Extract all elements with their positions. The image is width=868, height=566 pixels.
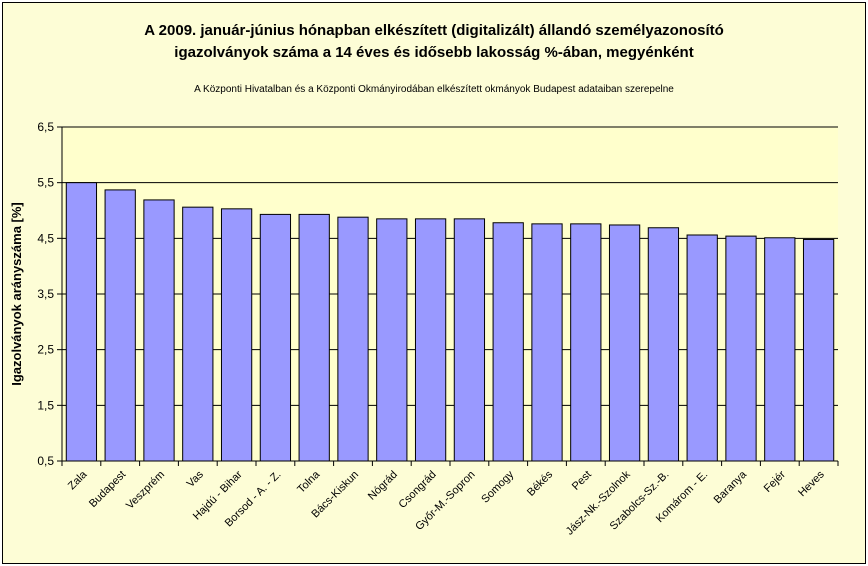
y-tick-label: 0,5 <box>37 454 54 468</box>
x-tick-label: Vas <box>185 468 207 490</box>
bar <box>492 222 524 462</box>
x-tick-label: Budapest <box>87 469 128 510</box>
bar <box>608 224 641 462</box>
y-tick-label: 5,5 <box>37 176 54 190</box>
bar <box>182 206 214 462</box>
x-tick-label: Nógrád <box>366 469 400 503</box>
chart-title-line-1: A 2009. január-június hónapban elkészíte… <box>144 22 724 39</box>
y-tick-label: 2,5 <box>37 343 54 357</box>
bar <box>531 223 563 462</box>
bar <box>298 213 330 462</box>
x-tick-label: Heves <box>796 468 827 499</box>
bar <box>143 199 175 462</box>
chart-subtitle: A Központi Hivatalban és a Központi Okmá… <box>194 84 674 95</box>
x-tick-label: Pest <box>570 469 594 493</box>
x-tick-label: Baranya <box>712 468 750 506</box>
y-tick-label: 4,5 <box>37 231 54 245</box>
bar <box>647 227 680 462</box>
bar <box>220 208 253 462</box>
bar <box>725 235 757 462</box>
bar <box>376 218 408 462</box>
y-tick-label: 3,5 <box>37 287 54 301</box>
bar <box>259 213 292 462</box>
bar <box>764 237 796 462</box>
bar <box>414 218 447 462</box>
bar <box>104 189 136 462</box>
x-tick-label: Fejér <box>762 468 788 494</box>
bar <box>686 234 718 462</box>
bar <box>65 182 98 462</box>
bar <box>337 216 369 462</box>
bar <box>802 238 835 462</box>
x-tick-label: Zala <box>66 468 90 492</box>
y-tick-label: 1,5 <box>37 398 54 412</box>
x-tick-label: Tolna <box>295 468 323 496</box>
x-tick-label: Somogy <box>479 468 516 505</box>
bar <box>570 223 602 462</box>
y-axis-label: Igazolványok arányszáma [%] <box>9 202 24 386</box>
bar <box>453 218 486 462</box>
y-tick-label: 6,5 <box>37 120 54 134</box>
x-tick-label: Békés <box>525 468 555 498</box>
chart-title-line-2: igazolványok száma a 14 éves és idősebb … <box>174 44 694 61</box>
x-tick-label: Veszprém <box>124 469 167 512</box>
